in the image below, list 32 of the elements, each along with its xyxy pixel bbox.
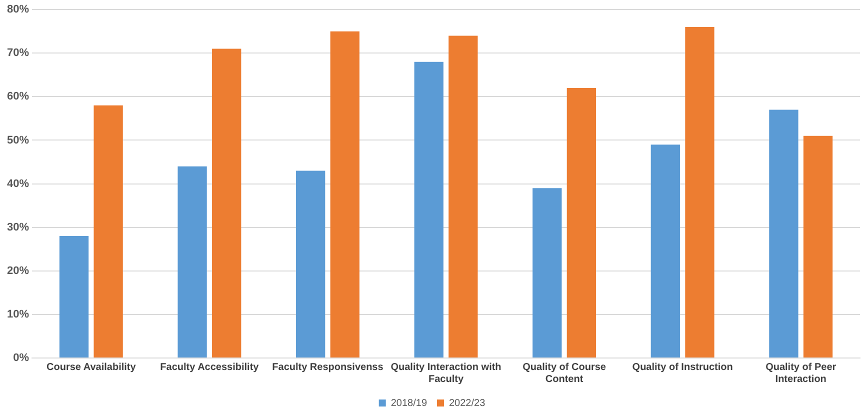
legend-label: 2018/19	[390, 398, 428, 409]
y-tick-label: 30%	[6, 221, 30, 234]
y-tick-label: 20%	[6, 264, 30, 277]
bar	[178, 166, 207, 358]
bar	[59, 236, 89, 358]
bar	[650, 144, 680, 358]
bar	[769, 110, 798, 358]
legend-label: 2022/23	[449, 398, 486, 409]
y-tick-label: 40%	[6, 178, 30, 190]
bar	[330, 31, 360, 358]
bar	[414, 62, 444, 358]
bar	[94, 105, 123, 358]
bar	[212, 48, 242, 358]
x-tick-label: Quality of Peer Interaction	[766, 362, 836, 385]
bar	[803, 136, 833, 358]
y-tick-label: 80%	[6, 4, 30, 16]
bar	[296, 170, 326, 358]
x-tick-label: Course Availability	[46, 362, 136, 373]
y-tick-label: 70%	[6, 47, 30, 60]
bar	[448, 36, 478, 358]
x-tick-label: Faculty Accessibility	[160, 362, 260, 373]
bar	[532, 188, 562, 358]
y-tick-label: 60%	[6, 90, 30, 103]
bar	[566, 88, 596, 358]
x-tick-label: Quality of Course Content	[522, 362, 606, 385]
y-tick-label: 10%	[6, 308, 30, 320]
bar	[685, 27, 714, 358]
x-tick-label: Quality Interaction with Faculty	[390, 362, 502, 385]
x-tick-label: Faculty Responsivenss	[272, 362, 384, 373]
x-tick-label: Quality of Instruction	[632, 362, 733, 373]
y-tick-label: 50%	[6, 134, 30, 146]
y-tick-label: 0%	[13, 352, 30, 364]
